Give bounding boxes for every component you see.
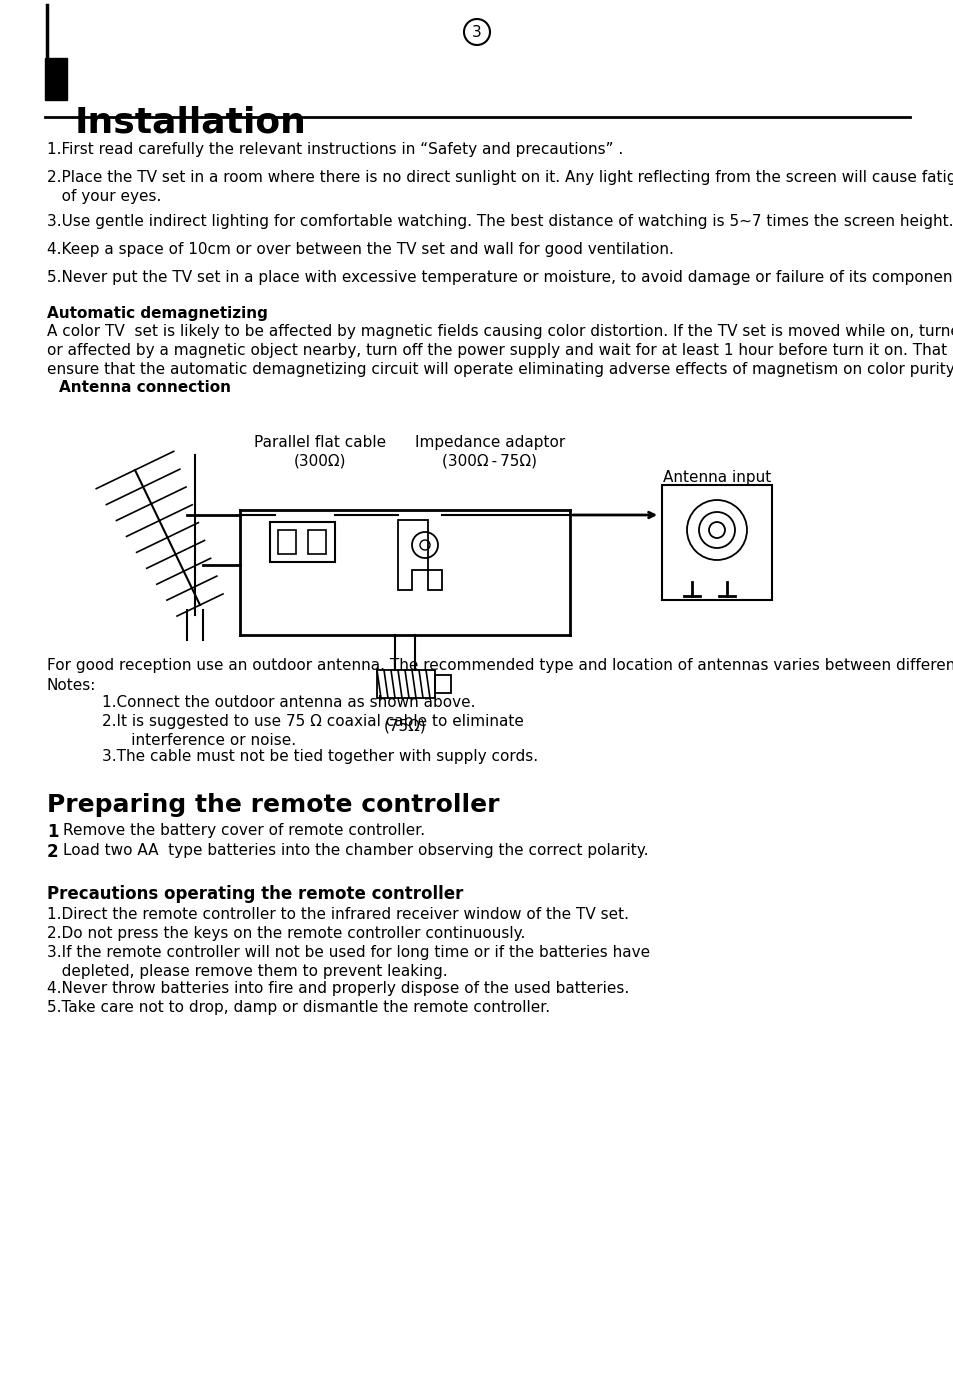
Text: Precautions operating the remote controller: Precautions operating the remote control…: [47, 885, 463, 903]
Text: Parallel flat cable: Parallel flat cable: [253, 435, 386, 450]
Text: Load two AA  type batteries into the chamber observing the correct polarity.: Load two AA type batteries into the cham…: [63, 842, 648, 858]
Text: Notes:: Notes:: [47, 678, 96, 693]
Text: Antenna input: Antenna input: [662, 470, 770, 485]
Text: 5.Take care not to drop, damp or dismantle the remote controller.: 5.Take care not to drop, damp or dismant…: [47, 1000, 550, 1015]
Text: 2: 2: [47, 842, 58, 860]
Text: 4.Keep a space of 10cm or over between the TV set and wall for good ventilation.: 4.Keep a space of 10cm or over between t…: [47, 242, 673, 257]
Text: Installation: Installation: [75, 105, 307, 139]
Text: 3.Use gentle indirect lighting for comfortable watching. The best distance of wa: 3.Use gentle indirect lighting for comfo…: [47, 214, 952, 229]
Text: Preparing the remote controller: Preparing the remote controller: [47, 793, 499, 818]
Text: 3.If the remote controller will not be used for long time or if the batteries ha: 3.If the remote controller will not be u…: [47, 945, 649, 979]
Text: A color TV  set is likely to be affected by magnetic fields causing color distor: A color TV set is likely to be affected …: [47, 325, 953, 377]
Bar: [45, 58, 67, 99]
Text: 2.Do not press the keys on the remote controller continuously.: 2.Do not press the keys on the remote co…: [47, 927, 525, 940]
Text: 1: 1: [47, 823, 58, 841]
Bar: [308, 530, 326, 554]
Text: Remove the battery cover of remote controller.: Remove the battery cover of remote contr…: [63, 823, 425, 838]
Text: For good reception use an outdoor antenna. The recommended type and location of : For good reception use an outdoor antenn…: [47, 657, 953, 673]
Bar: [277, 530, 295, 554]
Bar: [435, 675, 451, 693]
Text: 3.The cable must not be tied together with supply cords.: 3.The cable must not be tied together wi…: [102, 749, 537, 764]
Text: Automatic demagnetizing: Automatic demagnetizing: [47, 307, 268, 320]
Text: Impedance adaptor: Impedance adaptor: [415, 435, 564, 450]
Text: 1.Direct the remote controller to the infrared receiver window of the TV set.: 1.Direct the remote controller to the in…: [47, 907, 628, 923]
Text: (300Ω): (300Ω): [294, 453, 346, 468]
Text: (300Ω - 75Ω): (300Ω - 75Ω): [442, 453, 537, 468]
Text: 4.Never throw batteries into fire and properly dispose of the used batteries.: 4.Never throw batteries into fire and pr…: [47, 981, 629, 996]
Text: (75Ω): (75Ω): [383, 718, 426, 733]
Text: 2.Place the TV set in a room where there is no direct sunlight on it. Any light : 2.Place the TV set in a room where there…: [47, 170, 953, 204]
Bar: [661, 485, 771, 599]
Text: 3: 3: [472, 25, 481, 40]
Text: Antenna connection: Antenna connection: [59, 380, 231, 395]
Text: 1.Connect the outdoor antenna as shown above.: 1.Connect the outdoor antenna as shown a…: [102, 695, 475, 710]
Text: 5.Never put the TV set in a place with excessive temperature or moisture, to avo: 5.Never put the TV set in a place with e…: [47, 271, 953, 284]
Bar: [376, 670, 435, 697]
Text: 2.It is suggested to use 75 Ω coaxial cable to eliminate
      interference or n: 2.It is suggested to use 75 Ω coaxial ca…: [102, 714, 523, 749]
Bar: [270, 522, 335, 562]
Text: 1.First read carefully the relevant instructions in “Safety and precautions” .: 1.First read carefully the relevant inst…: [47, 142, 622, 157]
